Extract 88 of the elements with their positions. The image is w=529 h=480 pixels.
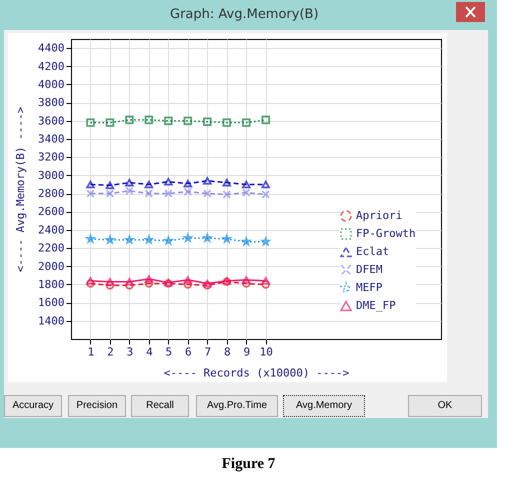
point [106,281,114,290]
point [242,118,251,127]
point [144,189,154,198]
legend-label: MEFP [356,281,383,294]
point [261,116,270,124]
point [203,177,212,185]
y-tick-label: 4400 [38,42,64,55]
point [184,116,192,126]
legend-label: DME_FP [356,299,396,312]
point [242,180,251,188]
x-tick-label: 9 [243,346,250,358]
point [184,180,192,188]
y-tick-label: 4000 [38,78,64,91]
point [106,182,114,190]
point [203,281,212,290]
point [125,281,134,290]
point [86,279,95,288]
x-tick-label: 7 [204,346,212,358]
y-tick-label: 1600 [38,296,64,310]
text: Accuracy [4,395,62,417]
point [86,277,95,285]
legend-label: FP-Growth [356,227,416,240]
x-tick-label: 5 [166,346,172,358]
x-tick-label: 6 [185,346,192,358]
caption: Figure 7 [220,456,276,473]
point [86,118,95,127]
point [86,189,95,198]
point [184,187,192,196]
y-tick-label: 1800 [38,278,64,291]
point [106,189,114,198]
point [184,276,192,284]
point [144,180,154,188]
point [125,116,134,124]
point [125,186,134,196]
point [261,180,270,188]
y-tick-label: 2000 [38,260,64,273]
point [106,118,114,127]
text: Avg.Pro.Time [196,395,278,417]
y-tick-label: 3400 [38,132,64,146]
point [86,180,95,188]
text: Avg.Memory [283,395,365,417]
y-tick-label: 3200 [38,150,64,164]
point [222,118,232,127]
y-tick-label: 1400 [38,314,64,328]
x-axis-title: <---- Records (x10000) ----> [164,366,350,380]
point [184,280,192,289]
x-tick-label: 4 [146,346,154,358]
point [261,280,270,289]
text: Recall [131,395,189,417]
y-tick-label: 4200 [38,60,64,73]
point [261,190,270,199]
point [144,275,154,283]
legend-label: Apriori [356,209,402,222]
x-tick-label: 1 [88,346,94,358]
y-tick-label: 2800 [38,187,64,200]
point [125,178,134,186]
chart-title: Graph: Avg.Memory(B) [170,7,319,22]
x-tick-label: 3 [126,346,134,358]
y-tick-label: 3600 [38,114,64,128]
point [203,189,212,198]
point [144,279,154,288]
point [164,189,173,198]
point [222,178,232,186]
point [125,278,134,286]
y-tick-label: 2600 [38,205,64,218]
point [203,280,212,288]
y-tick-label: 3000 [38,168,64,182]
legend-label: DFEM [356,263,383,276]
x-tick-label: 2 [107,346,114,358]
point [222,190,232,199]
point [242,188,251,197]
legend-label: Eclat [356,245,390,258]
x-tick-label: 10 [260,346,273,358]
point [164,178,173,186]
text: Precision [68,395,126,417]
y-axis-title: <---- Avg.Memory(B) ----> [14,106,28,272]
point [106,278,114,286]
y-tick-label: 2400 [38,223,64,236]
point [144,116,154,124]
point [203,117,212,126]
y-tick-label: 2200 [38,242,64,255]
text: OK [408,395,482,417]
point [242,276,251,284]
point [242,279,251,288]
x-tick-label: 8 [224,346,231,358]
point [164,116,173,126]
point [261,277,270,285]
y-tick-label: 3800 [38,96,64,110]
